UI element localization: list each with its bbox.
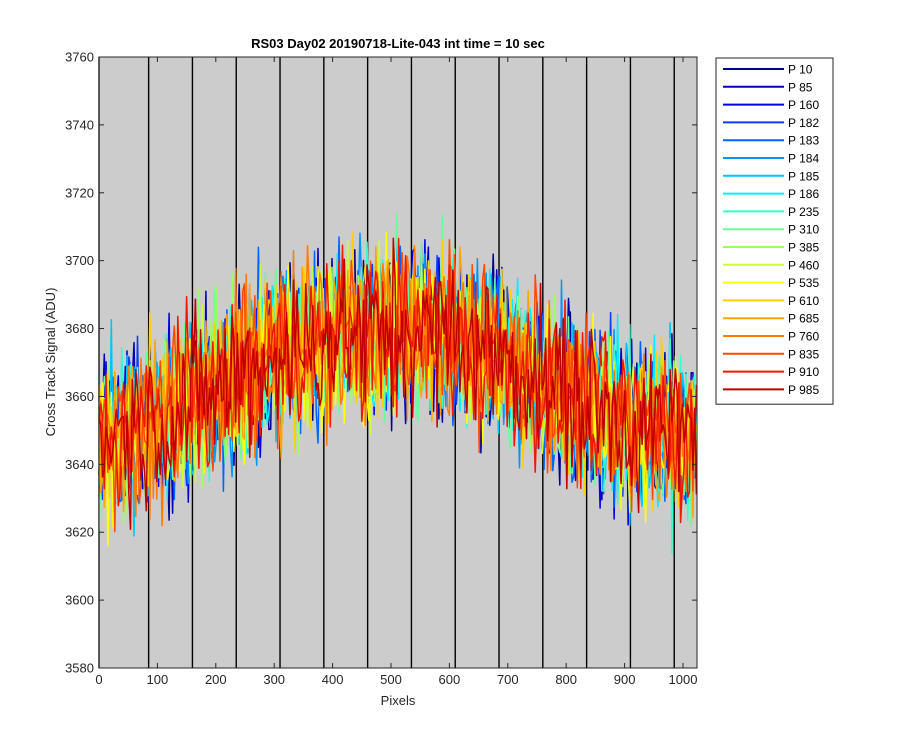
legend-label: P 910 [788,365,819,379]
legend-label: P 610 [788,294,819,308]
legend-label: P 186 [788,187,819,201]
legend-label: P 85 [788,80,813,94]
legend-label: P 535 [788,276,819,290]
y-tick-label: 3580 [65,661,94,676]
x-tick-label: 900 [614,672,636,687]
y-tick-label: 3600 [65,593,94,608]
legend-label: P 460 [788,258,819,272]
legend-items: P 10 P 85 P 160 P 182 P 183 P 184 P 185 P 186 P … [723,63,819,397]
series-lines [98,212,698,555]
series-line [98,237,698,524]
legend-label: P 10 [788,63,813,77]
legend-label: P 835 [788,347,819,361]
y-tick-label: 3700 [65,253,94,268]
legend-label: P 184 [788,152,819,166]
x-tick-label: 600 [439,672,461,687]
x-tick-label: 1000 [669,672,698,687]
y-tick-label: 3640 [65,457,94,472]
x-tick-label: 800 [555,672,577,687]
plot-frame [98,56,698,669]
y-tick-label: 3620 [65,525,94,540]
x-axis-label: Pixels [381,693,416,708]
y-axis-ticks: 3580 3600 3620 3640 3660 3680 3700 3720 3740 3760 [65,50,697,676]
y-tick-label: 3760 [65,50,94,65]
x-tick-label: 0 [95,672,102,687]
legend-label: P 183 [788,134,819,148]
x-tick-label: 100 [147,672,169,687]
legend-box [715,57,834,405]
legend-label: P 685 [788,312,819,326]
legend-label: P 182 [788,116,819,130]
y-tick-label: 3740 [65,117,94,132]
x-tick-label: 300 [263,672,285,687]
legend-label: P 310 [788,223,819,237]
x-tick-label: 700 [497,672,519,687]
legend-label: P 160 [788,98,819,112]
legend-label: P 985 [788,383,819,397]
legend-label: P 760 [788,330,819,344]
x-tick-label: 500 [380,672,402,687]
y-axis-label: Cross Track Signal (ADU) [43,288,58,437]
x-tick-label: 200 [205,672,227,687]
x-axis-ticks: 0 100 200 300 400 500 600 700 800 900 1000 [95,57,697,687]
chart-title: RS03 Day02 20190718-Lite-043 int time = … [251,36,545,51]
x-tick-label: 400 [322,672,344,687]
legend-label: P 185 [788,169,819,183]
y-tick-label: 3680 [65,321,94,336]
legend-label: P 235 [788,205,819,219]
y-tick-label: 3660 [65,389,94,404]
legend: P 10 P 85 P 160 P 182 P 183 P 184 P 185 P 186 P … [715,57,834,405]
legend-label: P 385 [788,241,819,255]
series-line [98,237,698,531]
y-tick-label: 3720 [65,185,94,200]
